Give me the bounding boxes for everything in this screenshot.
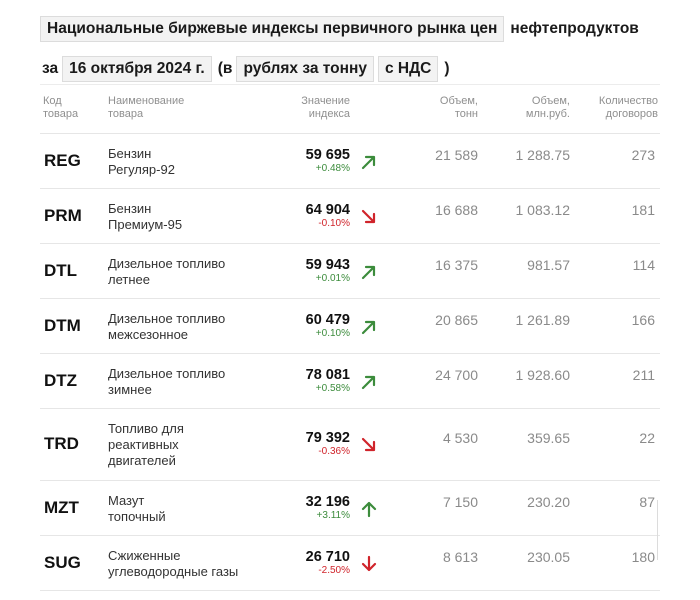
index-value: 78 081 xyxy=(305,367,350,383)
product-name: Топливо для реактивных двигателей xyxy=(108,421,184,468)
contracts-count: 166 xyxy=(631,312,655,328)
contracts-count: 181 xyxy=(631,202,655,218)
paren-close: ) xyxy=(444,60,450,77)
product-name: Дизельное топливо зимнее xyxy=(108,366,226,397)
col-header-volume-tonnes: Объем, тонн xyxy=(439,95,478,120)
table-row[interactable]: REG Бензин Регуляр-92 59 695 +0.48% 21 589 1 2… xyxy=(40,134,660,189)
volume-tonnes: 16 375 xyxy=(435,257,478,273)
contracts-count: 211 xyxy=(632,367,655,383)
index-value: 64 904 xyxy=(305,202,350,218)
volume-tonnes: 20 865 xyxy=(435,312,478,328)
volume-tonnes: 7 150 xyxy=(442,494,478,510)
product-code: SUG xyxy=(44,553,81,572)
date-selector[interactable]: 16 октября 2024 г. xyxy=(62,56,212,82)
col-header-contracts: Количество договоров xyxy=(598,95,658,120)
indices-table: Код товара Наименование товара Значение инд… xyxy=(40,84,660,591)
product-name: Сжиженные углеводородные газы xyxy=(108,548,239,579)
volume-tonnes: 4 530 xyxy=(442,430,478,446)
volume-rub: 230.05 xyxy=(527,549,570,565)
volume-rub: 1 928.60 xyxy=(515,367,571,383)
arrow-up-icon xyxy=(360,318,378,336)
volume-tonnes: 24 700 xyxy=(435,367,478,383)
contracts-count: 22 xyxy=(639,430,655,446)
table-row[interactable]: DTZ Дизельное топливо зимнее 78 081 +0.58% 24… xyxy=(40,354,660,409)
volume-rub: 230.20 xyxy=(527,494,570,510)
index-value: 59 695 xyxy=(305,147,350,163)
scroll-edge xyxy=(657,500,658,560)
header-line-1: Национальные биржевые индексы первичного… xyxy=(40,14,660,44)
volume-rub: 359.65 xyxy=(527,430,570,446)
table-row[interactable]: SUG Сжиженные углеводородные газы 26 710 -2.… xyxy=(40,536,660,591)
arrow-down-icon xyxy=(360,555,378,573)
index-value: 59 943 xyxy=(305,257,350,273)
product-code: REG xyxy=(44,151,81,170)
index-change: -0.10% xyxy=(318,218,350,229)
arrow-up-icon xyxy=(360,263,378,281)
volume-rub: 1 288.75 xyxy=(515,147,571,163)
table-row[interactable]: DTL Дизельное топливо летнее 59 943 +0.01% 16… xyxy=(40,244,660,299)
table-row[interactable]: DTM Дизельное топливо межсезонное 60 479 +0.… xyxy=(40,299,660,354)
volume-rub: 1 261.89 xyxy=(515,312,571,328)
report-header: Национальные биржевые индексы первичного… xyxy=(40,14,660,84)
arrow-up-icon xyxy=(360,373,378,391)
col-header-code: Код товара xyxy=(43,95,79,120)
index-change: +0.58% xyxy=(315,383,350,394)
col-header-index: Значение индекса xyxy=(301,95,350,120)
index-change: +0.48% xyxy=(315,163,350,174)
index-value: 79 392 xyxy=(305,430,350,446)
contracts-count: 87 xyxy=(639,494,655,510)
col-header-volume-rub: Объем, млн.руб. xyxy=(525,95,570,120)
index-change: +0.10% xyxy=(315,328,350,339)
table-row[interactable]: TRD Топливо для реактивных двигателей 79 392… xyxy=(40,409,660,481)
header-date-prefix: за xyxy=(42,60,59,77)
product-code: PRM xyxy=(44,206,82,225)
table-body: REG Бензин Регуляр-92 59 695 +0.48% 21 589 1 2… xyxy=(40,134,660,591)
header-title-rest: нефтепродуктов xyxy=(510,20,639,37)
volume-tonnes: 16 688 xyxy=(435,202,478,218)
index-value: 26 710 xyxy=(305,549,350,565)
index-change: -2.50% xyxy=(318,565,350,576)
arrow-down-icon xyxy=(360,436,378,454)
arrow-up-icon xyxy=(360,500,378,518)
vat-selector[interactable]: с НДС xyxy=(377,56,439,82)
index-value: 32 196 xyxy=(305,494,350,510)
product-code: DTM xyxy=(44,316,81,335)
contracts-count: 114 xyxy=(632,257,655,273)
volume-rub: 981.57 xyxy=(527,257,570,273)
volume-tonnes: 21 589 xyxy=(435,147,478,163)
product-name: Дизельное топливо летнее xyxy=(108,256,226,287)
arrow-up-icon xyxy=(360,153,378,171)
volume-tonnes: 8 613 xyxy=(442,549,478,565)
product-name: Мазут топочный xyxy=(108,493,166,524)
contracts-count: 273 xyxy=(631,147,655,163)
volume-rub: 1 083.12 xyxy=(515,202,571,218)
col-header-name: Наименование товара xyxy=(108,95,185,120)
header-line-2: за 16 октября 2024 г. (в рублях за тонну… xyxy=(40,54,660,84)
product-code: MZT xyxy=(44,498,79,517)
contracts-count: 180 xyxy=(631,549,655,565)
index-change: -0.36% xyxy=(318,446,350,457)
table-row[interactable]: PRM Бензин Премиум-95 64 904 -0.10% 16 688 1 0… xyxy=(40,189,660,244)
header-title-box: Национальные биржевые индексы первичного… xyxy=(40,16,505,42)
product-name: Бензин Регуляр-92 xyxy=(108,146,175,177)
product-code: DTZ xyxy=(44,371,78,390)
index-value: 60 479 xyxy=(305,312,350,328)
paren-open: (в xyxy=(217,60,233,77)
index-change: +3.11% xyxy=(316,510,350,521)
unit-selector[interactable]: рублях за тонну xyxy=(236,56,374,82)
product-code: DTL xyxy=(44,261,78,280)
product-code: TRD xyxy=(44,434,79,453)
arrow-down-icon xyxy=(360,208,378,226)
product-name: Бензин Премиум-95 xyxy=(108,201,183,232)
index-change: +0.01% xyxy=(315,273,350,284)
product-name: Дизельное топливо межсезонное xyxy=(108,311,226,342)
table-header: Код товара Наименование товара Значение инд… xyxy=(40,84,660,134)
table-row[interactable]: MZT Мазут топочный 32 196 +3.11% 7 150 230.20 8… xyxy=(40,481,660,536)
